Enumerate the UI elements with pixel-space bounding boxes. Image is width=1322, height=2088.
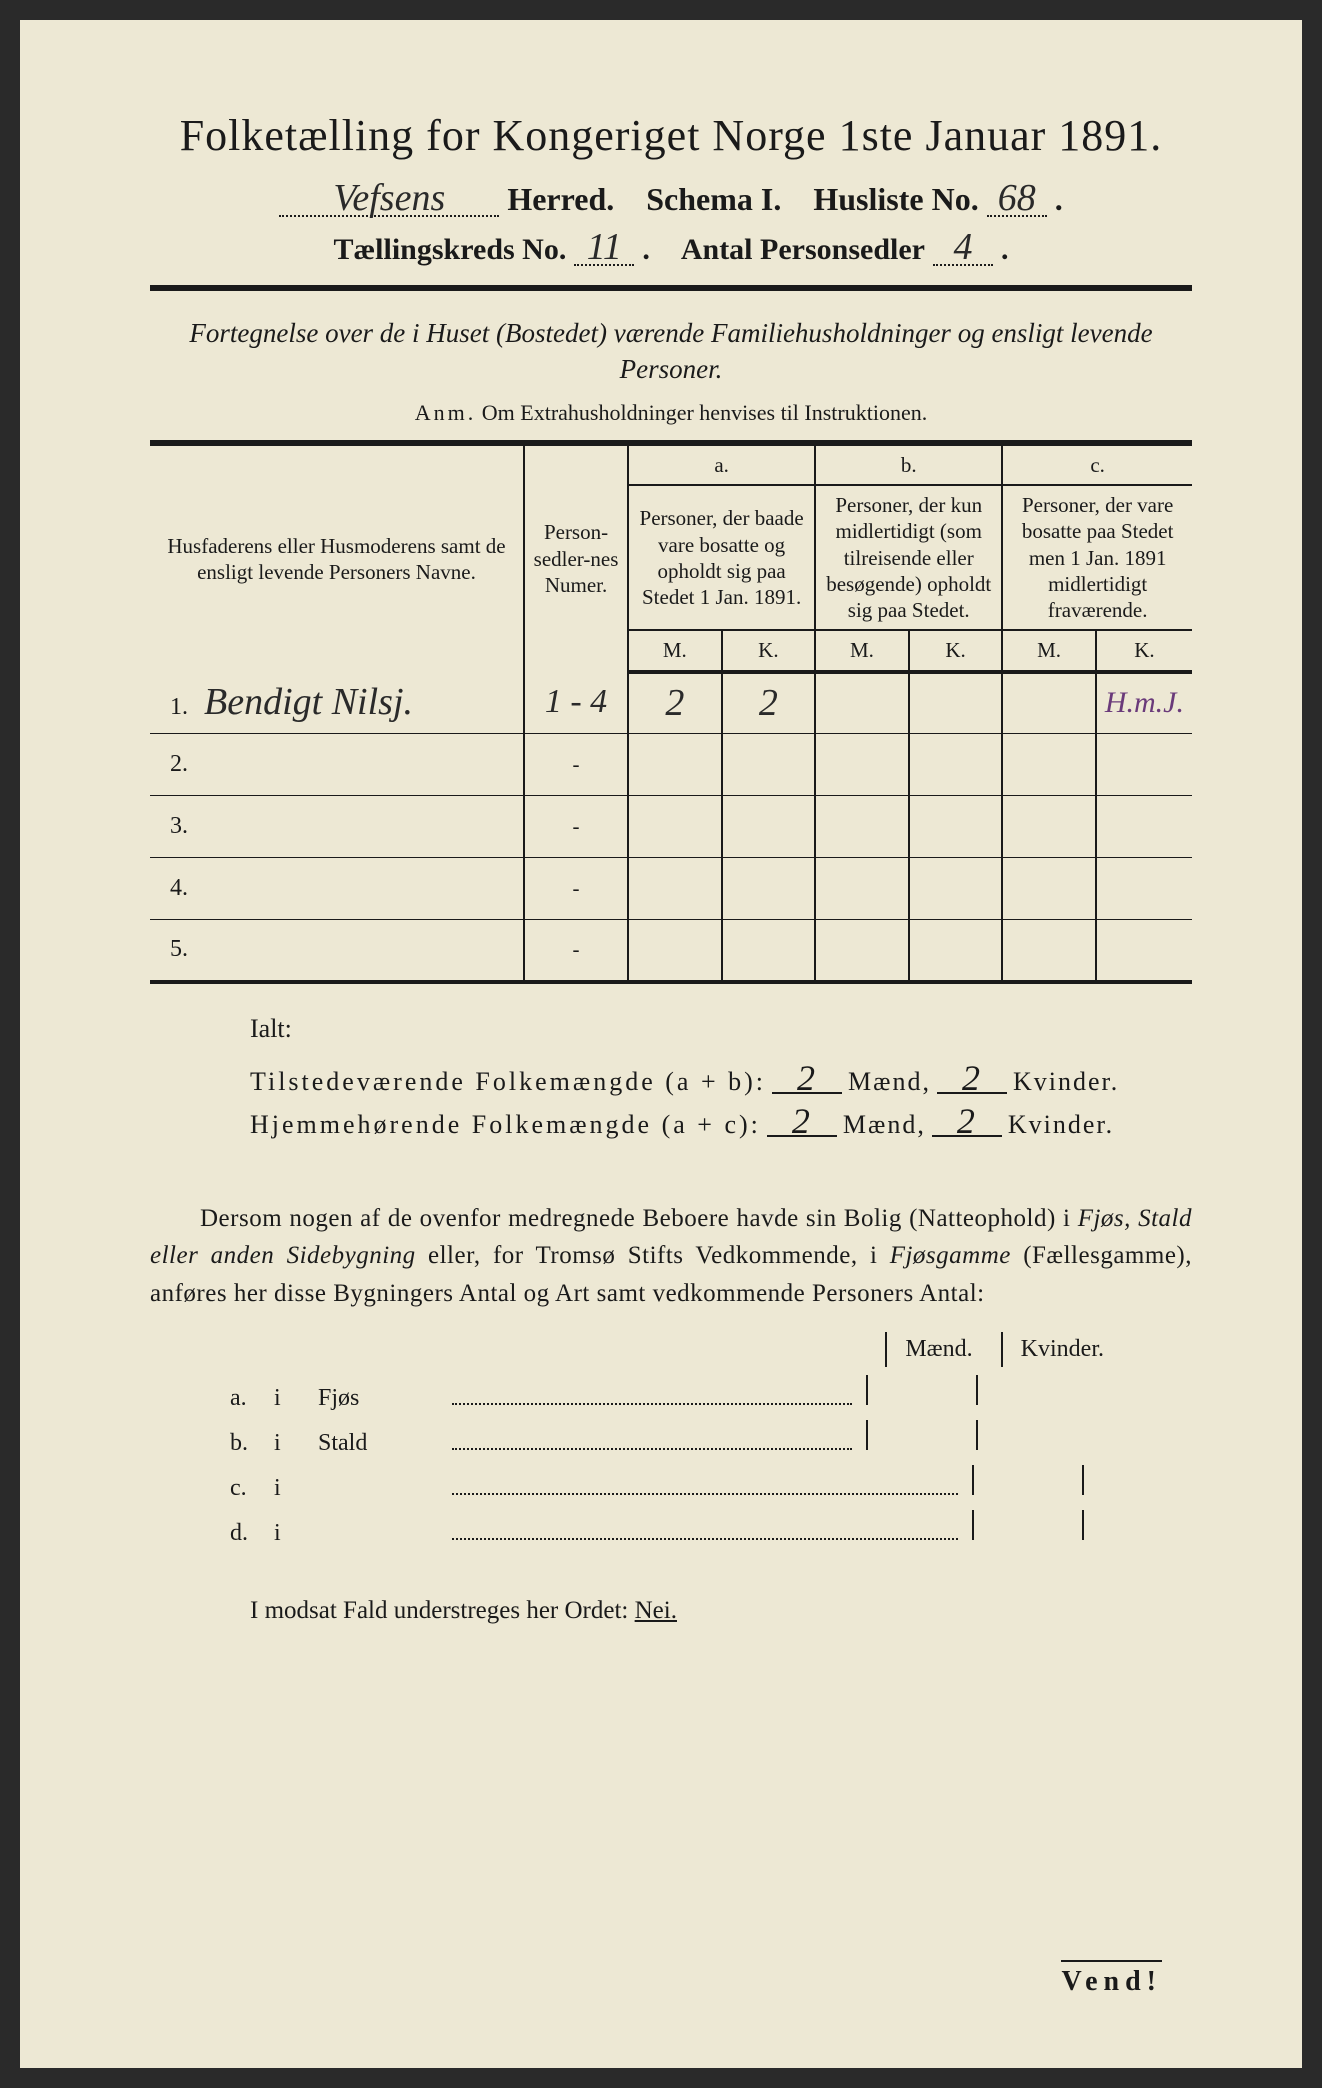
outbuild-row: b. i Stald [230, 1420, 1192, 1457]
outbuild-row: c. i [230, 1465, 1192, 1502]
table-row: 4. - [150, 858, 1192, 920]
total-resident: Hjemmehørende Folkemængde (a + c): 2 Mæn… [250, 1107, 1192, 1140]
sedler-field: 4 [933, 230, 993, 266]
header-line-2: Tællingskreds No. 11 . Antal Personsedle… [150, 230, 1192, 267]
col-b-label: b. [815, 443, 1002, 485]
divider [150, 285, 1192, 291]
name-value: Bendigt Nilsj. [204, 681, 413, 723]
outbuildings-block: Mænd. Kvinder. a. i Fjøs b. i Stald c. i… [230, 1332, 1192, 1547]
table-row: 3. - [150, 796, 1192, 858]
col-numer-header: Person-sedler-nes Numer. [524, 443, 628, 672]
col-names-header: Husfaderens eller Husmoderens samt de en… [150, 443, 524, 672]
c-k: K. [1096, 630, 1192, 671]
herred-field: Vefsens [279, 181, 499, 217]
b-m: M. [815, 630, 909, 671]
table-row: 5. - [150, 920, 1192, 982]
col-c-label: c. [1002, 443, 1192, 485]
husliste-label: Husliste No. [813, 181, 978, 218]
kreds-field: 11 [574, 230, 634, 266]
outbuilding-paragraph: Dersom nogen af de ovenfor medregnede Be… [150, 1200, 1192, 1313]
a-k: K. [722, 630, 816, 671]
page-title: Folketælling for Kongeriget Norge 1ste J… [150, 110, 1192, 161]
kreds-label: Tællingskreds No. [334, 233, 567, 267]
annotation-line: Anm. Om Extrahusholdninger henvises til … [150, 400, 1192, 426]
totals-block: Ialt: Tilstedeværende Folkemængde (a + b… [250, 1014, 1192, 1140]
col-c-text: Personer, der vare bosatte paa Stedet me… [1002, 485, 1192, 630]
table-row: 2. - [150, 734, 1192, 796]
sedler-label: Antal Personsedler [681, 233, 925, 267]
col-a-text: Personer, der baade vare bosatte og opho… [628, 485, 815, 630]
nei-line: I modsat Fald understreges her Ordet: Ne… [250, 1597, 1192, 1625]
b-k: K. [909, 630, 1003, 671]
header-line-1: Vefsens Herred. Schema I. Husliste No. 6… [150, 181, 1192, 218]
census-table: Husfaderens eller Husmoderens samt de en… [150, 440, 1192, 984]
outbuild-header: Mænd. Kvinder. [230, 1332, 1192, 1367]
table-row: 1. Bendigt Nilsj. 1 - 4 2 2 H.m.J. [150, 672, 1192, 734]
col-a-label: a. [628, 443, 815, 485]
outbuild-row: a. i Fjøs [230, 1375, 1192, 1412]
col-b-text: Personer, der kun midlertidigt (som tilr… [815, 485, 1002, 630]
husliste-field: 68 [987, 181, 1047, 217]
schema-label: Schema I. [646, 181, 781, 218]
ialt-label: Ialt: [250, 1014, 1192, 1044]
herred-label: Herred. [507, 181, 614, 218]
turn-page-label: Vend! [1061, 1960, 1162, 1998]
census-form-page: Folketælling for Kongeriget Norge 1ste J… [20, 20, 1302, 2068]
a-m: M. [628, 630, 722, 671]
c-m: M. [1002, 630, 1096, 671]
total-present: Tilstedeværende Folkemængde (a + b): 2 M… [250, 1064, 1192, 1097]
outbuild-row: d. i [230, 1510, 1192, 1547]
subtitle: Fortegnelse over de i Huset (Bostedet) v… [150, 315, 1192, 388]
